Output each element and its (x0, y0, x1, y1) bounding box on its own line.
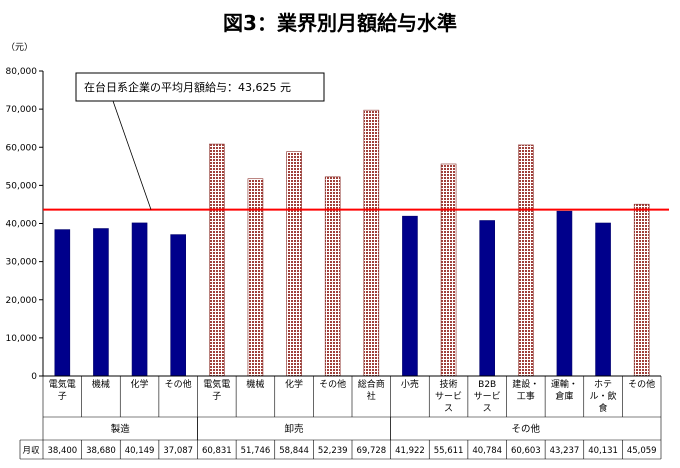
category-label: ス (444, 404, 453, 414)
category-label: ス (483, 404, 492, 414)
y-tick-label: 60,000 (6, 143, 38, 153)
category-label: その他 (319, 378, 346, 390)
bar (54, 229, 71, 377)
bar (363, 109, 380, 377)
bar (324, 176, 341, 377)
bar (286, 151, 302, 377)
category-label: 化学 (285, 378, 303, 390)
y-tick-label: 10,000 (6, 334, 38, 344)
chart-title: 図3：業界別月額給与水準 (223, 11, 457, 35)
category-label: その他 (165, 378, 192, 390)
group-label: 製造 (111, 423, 131, 435)
callout-leader (112, 100, 152, 210)
category-label: 技術 (440, 378, 458, 390)
bar (402, 215, 418, 377)
value-label: 38,400 (47, 446, 77, 456)
y-tick-label: 30,000 (6, 258, 38, 268)
category-label: 機械 (246, 378, 264, 390)
plot-area: 0 10,000 20,000 30,000 40,000 50,000 60,000 70,… (6, 67, 669, 460)
y-tick-label: 40,000 (6, 220, 38, 230)
callout-box (75, 72, 325, 102)
category-label: ル・飲 (590, 390, 617, 402)
y-tick-label: 50,000 (6, 181, 38, 191)
bar (93, 228, 109, 377)
y-tick-label: 0 (31, 372, 37, 382)
value-label: 60,603 (511, 446, 541, 456)
category-label: サービ (435, 391, 462, 402)
category-label: 子 (58, 391, 67, 402)
row-label: 月収 (22, 445, 40, 456)
category-label: ホテ (594, 379, 612, 390)
category-label: 総合商 (358, 378, 385, 390)
bar (518, 144, 534, 377)
group-label: 卸売 (285, 423, 304, 435)
bar (556, 210, 573, 377)
category-label: B2B (478, 380, 496, 390)
bar (209, 143, 225, 377)
y-unit-label: （元） (6, 42, 33, 53)
bar (131, 222, 148, 377)
category-label: 電気電 (203, 378, 230, 390)
bar (440, 163, 457, 377)
value-label: 55,611 (434, 446, 464, 456)
category-label: 小売 (401, 378, 419, 390)
category-label: 食 (599, 402, 608, 414)
value-label: 51,746 (241, 446, 271, 456)
reference-label: 在台日系企業の平均月額給与：43,625 元 (84, 80, 291, 94)
category-label: 工事 (517, 390, 535, 402)
value-label: 52,239 (318, 446, 348, 456)
category-label: その他 (628, 378, 655, 390)
y-tick-label: 70,000 (6, 105, 38, 115)
value-label: 41,922 (395, 446, 425, 456)
value-label: 37,087 (163, 446, 193, 456)
value-label: 58,844 (279, 446, 309, 456)
bar (633, 203, 650, 377)
y-tick-label: 80,000 (6, 67, 38, 77)
category-label: 化学 (131, 378, 149, 390)
value-label: 40,784 (472, 446, 502, 456)
value-label: 43,237 (550, 446, 580, 456)
category-label: 子 (212, 391, 221, 402)
value-label: 69,728 (356, 446, 386, 456)
category-label: 運輸・ (551, 378, 578, 390)
category-label: サービ (474, 391, 501, 402)
category-label: 社 (367, 390, 376, 402)
category-label: 機械 (92, 378, 110, 390)
bar (479, 220, 495, 377)
value-label: 60,831 (202, 446, 232, 456)
y-tick-label: 20,000 (6, 296, 38, 306)
bar (595, 222, 611, 377)
value-label: 38,680 (86, 446, 116, 456)
value-label: 45,059 (627, 446, 657, 456)
bar (247, 178, 264, 377)
group-label: その他 (512, 423, 541, 435)
category-label: 倉庫 (555, 390, 573, 402)
bar (170, 234, 186, 377)
category-label: 建設・ (512, 378, 539, 390)
value-label: 40,131 (588, 446, 618, 456)
category-label: 電気電 (49, 378, 76, 390)
value-label: 40,149 (125, 446, 155, 456)
